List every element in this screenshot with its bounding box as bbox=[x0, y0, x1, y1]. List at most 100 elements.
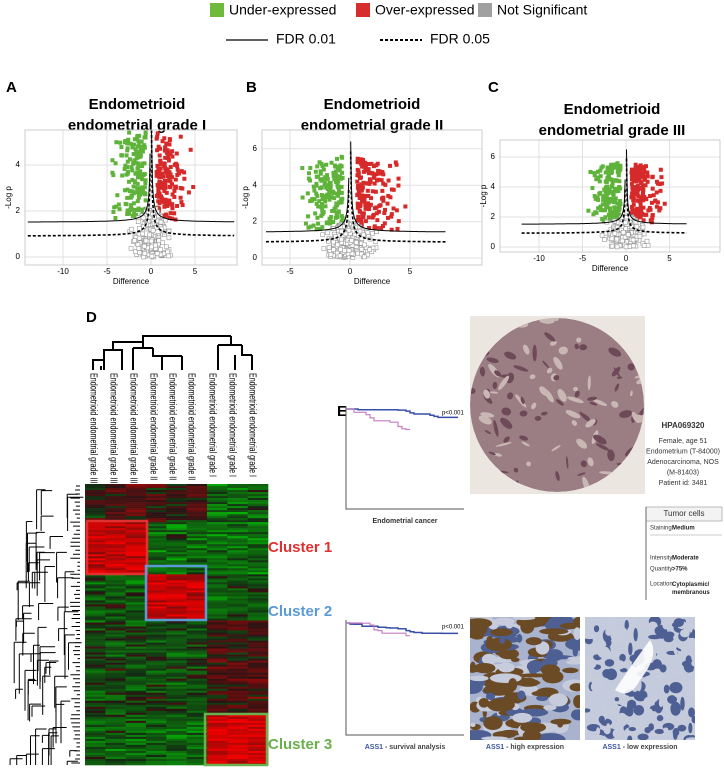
point bbox=[163, 146, 168, 151]
point bbox=[610, 181, 615, 186]
point bbox=[110, 158, 115, 163]
heat-cell bbox=[207, 690, 228, 694]
point bbox=[123, 139, 128, 144]
heat-cell bbox=[247, 586, 269, 589]
heat-cell bbox=[166, 740, 187, 744]
heat-cell bbox=[146, 596, 167, 599]
heat-cell bbox=[146, 552, 167, 555]
heat-cell bbox=[186, 598, 208, 601]
point bbox=[319, 205, 324, 210]
heat-cell bbox=[125, 740, 147, 744]
tissue-detail bbox=[529, 374, 536, 380]
heat-cell bbox=[125, 702, 147, 706]
heat-cell bbox=[125, 552, 147, 555]
tissue-detail bbox=[672, 372, 690, 386]
point bbox=[123, 201, 128, 206]
tissue-detail bbox=[664, 631, 675, 639]
tissue-detail bbox=[611, 400, 619, 408]
tissue-detail bbox=[512, 712, 533, 723]
heat-cell bbox=[105, 692, 126, 696]
heat-cell bbox=[207, 612, 228, 615]
heat-cell bbox=[85, 656, 106, 659]
heat-cell bbox=[186, 716, 208, 720]
heat-cell bbox=[85, 592, 106, 595]
heat-cell bbox=[166, 544, 187, 547]
point bbox=[364, 181, 369, 186]
point bbox=[617, 168, 622, 173]
heat-cell bbox=[85, 508, 106, 511]
heat-cell bbox=[85, 558, 106, 561]
heat-cell bbox=[85, 498, 106, 501]
panel-title: endometrial grade I bbox=[68, 117, 206, 134]
heat-cell bbox=[146, 704, 167, 708]
point bbox=[337, 164, 342, 169]
caption: ASS1 - low expression bbox=[602, 744, 677, 751]
heat-cell bbox=[227, 530, 248, 533]
heat-cell bbox=[146, 604, 167, 607]
heat-cell bbox=[166, 744, 187, 748]
heat-cell bbox=[105, 730, 126, 734]
heat-cell bbox=[207, 628, 228, 631]
heat-cell bbox=[85, 540, 106, 543]
heat-cell bbox=[166, 568, 187, 571]
point bbox=[370, 171, 375, 176]
heat-cell bbox=[125, 500, 147, 503]
heat-cell bbox=[186, 752, 208, 756]
x-tick-label: 5 bbox=[408, 267, 413, 276]
tissue-detail bbox=[673, 641, 679, 655]
point bbox=[629, 181, 634, 186]
point bbox=[319, 178, 324, 183]
heat-cell bbox=[105, 752, 126, 756]
point bbox=[324, 162, 329, 167]
heat-cell bbox=[105, 548, 126, 551]
heat-cell bbox=[227, 644, 248, 647]
heat-cell bbox=[125, 544, 147, 547]
heat-cell bbox=[186, 584, 208, 587]
point bbox=[376, 168, 381, 173]
tissue-detail bbox=[501, 407, 512, 416]
heat-cell bbox=[105, 718, 126, 722]
point bbox=[603, 215, 608, 220]
heat-cell bbox=[166, 630, 187, 633]
heat-cell bbox=[125, 562, 147, 565]
heat-cell bbox=[105, 564, 126, 567]
tissue-detail bbox=[510, 657, 520, 663]
tissue-detail bbox=[680, 629, 690, 638]
point bbox=[608, 166, 613, 171]
point bbox=[377, 203, 382, 208]
heat-cell bbox=[85, 660, 106, 663]
point bbox=[396, 219, 401, 224]
point bbox=[602, 197, 607, 202]
tissue-detail bbox=[615, 660, 625, 670]
heat-cell bbox=[227, 616, 248, 619]
heat-cell bbox=[125, 710, 147, 714]
point bbox=[323, 199, 328, 204]
heat-cell bbox=[105, 732, 126, 736]
point bbox=[396, 183, 401, 188]
heat-cell bbox=[125, 508, 147, 511]
tissue-detail bbox=[463, 357, 469, 363]
heat-cell bbox=[207, 720, 228, 724]
heat-cell bbox=[125, 608, 147, 611]
point bbox=[173, 184, 178, 189]
heat-cell bbox=[85, 664, 106, 667]
point bbox=[359, 193, 364, 198]
tissue-detail bbox=[413, 460, 421, 471]
point bbox=[325, 184, 330, 189]
heat-cell bbox=[207, 646, 228, 649]
point bbox=[174, 151, 179, 156]
point bbox=[331, 247, 336, 252]
tissue-detail bbox=[498, 648, 519, 660]
point bbox=[655, 200, 660, 205]
tissue-detail bbox=[643, 619, 649, 629]
tissue-detail bbox=[544, 332, 556, 342]
heat-cell bbox=[247, 650, 269, 653]
point bbox=[134, 156, 139, 161]
heat-cell bbox=[227, 580, 248, 583]
point bbox=[311, 184, 316, 189]
heat-cell bbox=[125, 644, 147, 647]
y-tick-label: 4 bbox=[253, 180, 258, 189]
heat-cell bbox=[125, 628, 147, 631]
heat-cell bbox=[166, 752, 187, 756]
